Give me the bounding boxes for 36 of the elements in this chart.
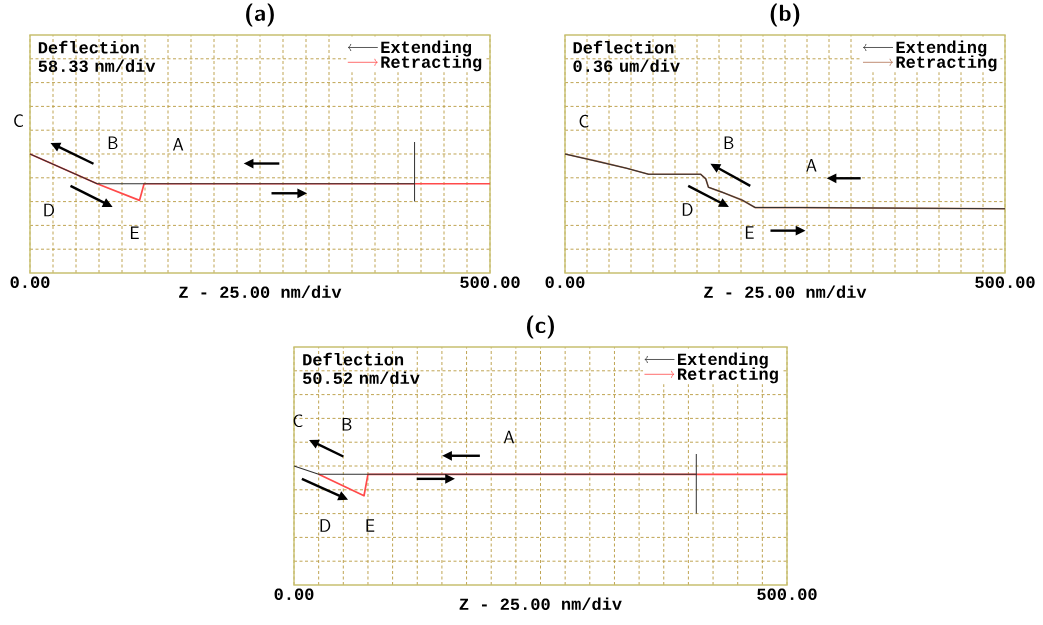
x-tick-label: 500.00 bbox=[757, 588, 817, 601]
annotation: E bbox=[366, 519, 375, 532]
y-axis-title: Deflection 0.36 um/div bbox=[573, 40, 680, 73]
x-tick-label: 0.00 bbox=[274, 588, 314, 601]
text: A bbox=[172, 137, 184, 151]
y-axis-title: Deflection 58.33 nm/div bbox=[38, 40, 156, 73]
text: B bbox=[724, 136, 734, 150]
chart-title: (a) bbox=[246, 3, 274, 27]
chart-title: (b) bbox=[770, 3, 800, 27]
legend-label: Extending bbox=[381, 40, 472, 57]
legend-label: Extending bbox=[678, 352, 768, 369]
legend-label: Retracting bbox=[896, 55, 997, 72]
x-tick-label: 0.00 bbox=[10, 276, 50, 289]
legend-label: Extending bbox=[896, 40, 987, 57]
chart-title: (c) bbox=[527, 315, 554, 339]
text: B bbox=[342, 418, 352, 431]
text: C bbox=[293, 414, 303, 428]
x-axis-title: Z - 25.00 nm/div bbox=[704, 285, 867, 299]
annotation: A bbox=[806, 158, 817, 172]
text: B bbox=[108, 136, 118, 150]
x-axis-title: Z - 25.00 nm/div bbox=[179, 285, 342, 299]
x-tick-label: 0.00 bbox=[545, 276, 585, 289]
text: A bbox=[503, 430, 515, 444]
text: C bbox=[14, 114, 23, 127]
annotation: D bbox=[682, 203, 693, 216]
annotation: D bbox=[44, 203, 55, 217]
y-axis-title: Deflection 50.52 nm/div bbox=[302, 352, 420, 385]
annotation: E bbox=[130, 226, 139, 239]
x-tick-label: 500.00 bbox=[460, 276, 520, 289]
annotation: D bbox=[320, 519, 331, 532]
x-tick-label: 500.00 bbox=[975, 276, 1035, 289]
legend-label: Retracting bbox=[678, 367, 778, 384]
annotation: E bbox=[745, 226, 754, 239]
legend-label: Retracting bbox=[381, 55, 482, 72]
x-axis-title: Z - 25.00 nm/div bbox=[459, 597, 622, 611]
text: C bbox=[579, 114, 589, 128]
